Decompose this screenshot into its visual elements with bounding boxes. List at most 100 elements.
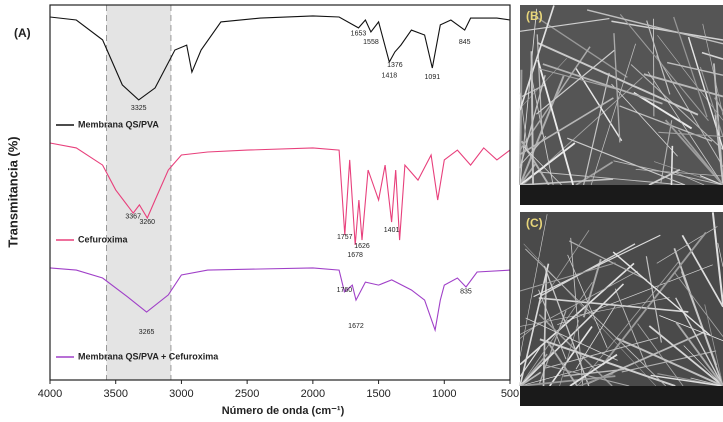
- fiber: [557, 264, 713, 325]
- fiber: [701, 51, 723, 60]
- fiber: [619, 14, 709, 122]
- fiber: [611, 83, 678, 157]
- sem-image: (B): [519, 5, 723, 205]
- fiber: [578, 372, 614, 387]
- fiber: [567, 254, 608, 349]
- fiber: [537, 42, 699, 116]
- fiber: [643, 73, 723, 98]
- fiber: [519, 282, 593, 387]
- fiber: [714, 114, 723, 186]
- fiber: [519, 262, 616, 292]
- fiber: [525, 248, 667, 387]
- legend-label: Cefuroxima: [78, 234, 129, 244]
- fiber: [637, 323, 684, 387]
- fiber: [612, 251, 711, 337]
- peak-label: 1760: [337, 287, 353, 294]
- fiber: [570, 237, 584, 387]
- fiber: [520, 140, 550, 186]
- fiber: [613, 160, 723, 186]
- fiber: [547, 342, 579, 387]
- fiber: [538, 67, 619, 91]
- fiber: [677, 129, 723, 186]
- fiber: [717, 242, 723, 267]
- image-label: (B): [526, 9, 543, 23]
- fiber: [519, 363, 601, 387]
- fiber: [577, 260, 680, 387]
- fiber: [656, 226, 718, 264]
- fiber: [519, 214, 548, 357]
- peak-label: 1376: [387, 62, 403, 69]
- fiber: [519, 5, 555, 111]
- spectrum-line: [49, 142, 511, 246]
- peak-label: 1418: [382, 73, 398, 80]
- info-bar: [520, 185, 723, 205]
- fiber: [519, 347, 541, 378]
- fiber: [535, 49, 615, 115]
- fiber: [616, 337, 723, 387]
- fiber: [681, 234, 723, 308]
- fiber: [647, 71, 723, 186]
- fiber: [563, 368, 625, 377]
- fiber: [670, 145, 674, 186]
- peak-label: 1757: [337, 234, 353, 241]
- fiber: [673, 16, 708, 118]
- fiber: [519, 180, 591, 186]
- peak-label: 1401: [384, 227, 400, 234]
- spectrum-line: [49, 267, 511, 333]
- fiber: [611, 20, 723, 41]
- peak-label: 3260: [139, 219, 155, 226]
- x-tick-label: 3000: [169, 388, 193, 400]
- fiber: [523, 146, 562, 186]
- fiber: [602, 231, 707, 366]
- fiber: [635, 169, 723, 177]
- fiber: [657, 35, 723, 121]
- fiber: [559, 319, 580, 387]
- x-tick-label: 3500: [103, 388, 127, 400]
- peak-label: 3367: [125, 214, 141, 221]
- peak-label: 1678: [347, 252, 363, 259]
- fiber: [711, 212, 723, 305]
- plot-frame: [49, 4, 511, 381]
- legend-label: Membrana QS/PVA: [78, 119, 159, 129]
- fiber: [582, 258, 602, 318]
- peak-label: 1672: [348, 323, 364, 330]
- fiber: [538, 297, 689, 313]
- fiber: [702, 23, 723, 116]
- fiber: [648, 325, 723, 387]
- fiber: [567, 137, 686, 186]
- x-axis-title: Número de onda (cm⁻¹): [222, 405, 345, 417]
- x-tick-label: 1500: [366, 388, 390, 400]
- fiber: [525, 317, 618, 361]
- fiber: [519, 97, 614, 156]
- peak-label: 845: [459, 39, 471, 46]
- peak-label: 1626: [354, 243, 370, 250]
- y-axis-title: Transmitancia (%): [5, 136, 20, 247]
- x-tick-label: 2500: [235, 388, 259, 400]
- highlight-band: [106, 5, 171, 380]
- fiber: [674, 272, 723, 337]
- peak-label: 1091: [425, 74, 441, 81]
- fiber: [660, 120, 673, 184]
- x-tick-label: 500: [501, 388, 519, 400]
- fiber: [542, 268, 548, 387]
- sem-image: (C): [519, 212, 723, 406]
- fiber: [519, 371, 542, 387]
- fiber: [533, 234, 661, 298]
- fiber: [519, 92, 529, 153]
- peak-label: 3325: [131, 105, 147, 112]
- peak-label: 1653: [351, 31, 367, 38]
- spectrum-line: [49, 15, 511, 101]
- fiber: [583, 72, 610, 186]
- peak-label: 1558: [363, 39, 379, 46]
- image-label: (C): [526, 216, 543, 230]
- fiber: [650, 374, 723, 387]
- fiber: [699, 175, 723, 186]
- fiber: [646, 20, 671, 95]
- fiber: [523, 243, 657, 387]
- fiber: [539, 338, 676, 387]
- fiber: [542, 63, 663, 105]
- x-tick-label: 1000: [432, 388, 456, 400]
- fiber: [672, 171, 705, 186]
- fiber: [537, 59, 575, 186]
